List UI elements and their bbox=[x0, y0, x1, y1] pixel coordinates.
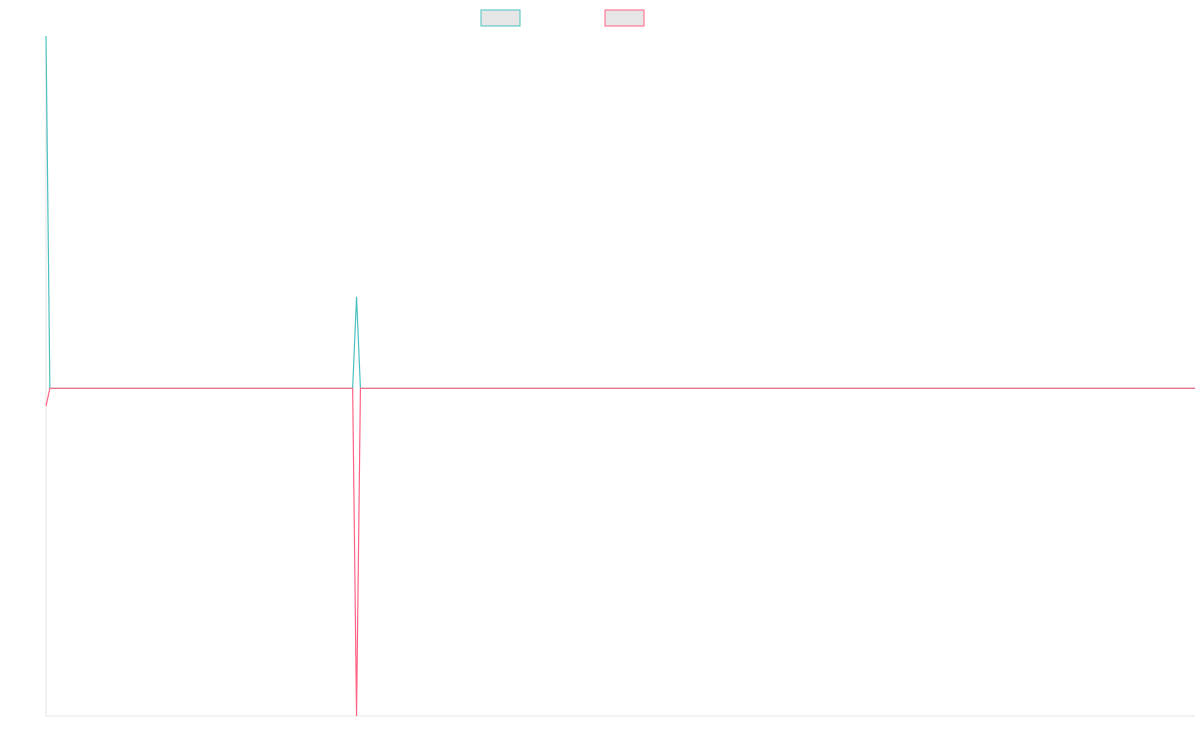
legend-swatch bbox=[480, 9, 521, 27]
legend-swatch bbox=[604, 9, 645, 27]
line-series bbox=[45, 387, 1195, 717]
line-series bbox=[45, 35, 1195, 389]
